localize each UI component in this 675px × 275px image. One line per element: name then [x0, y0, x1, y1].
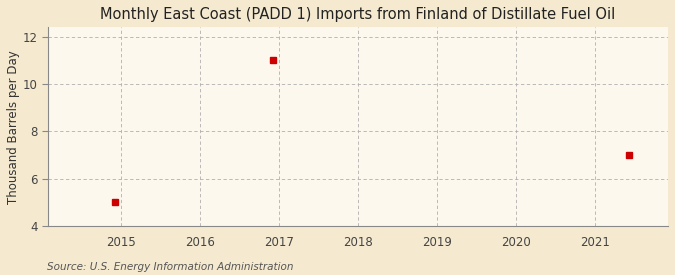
Y-axis label: Thousand Barrels per Day: Thousand Barrels per Day	[7, 50, 20, 204]
Title: Monthly East Coast (PADD 1) Imports from Finland of Distillate Fuel Oil: Monthly East Coast (PADD 1) Imports from…	[101, 7, 616, 22]
Text: Source: U.S. Energy Information Administration: Source: U.S. Energy Information Administ…	[47, 262, 294, 272]
